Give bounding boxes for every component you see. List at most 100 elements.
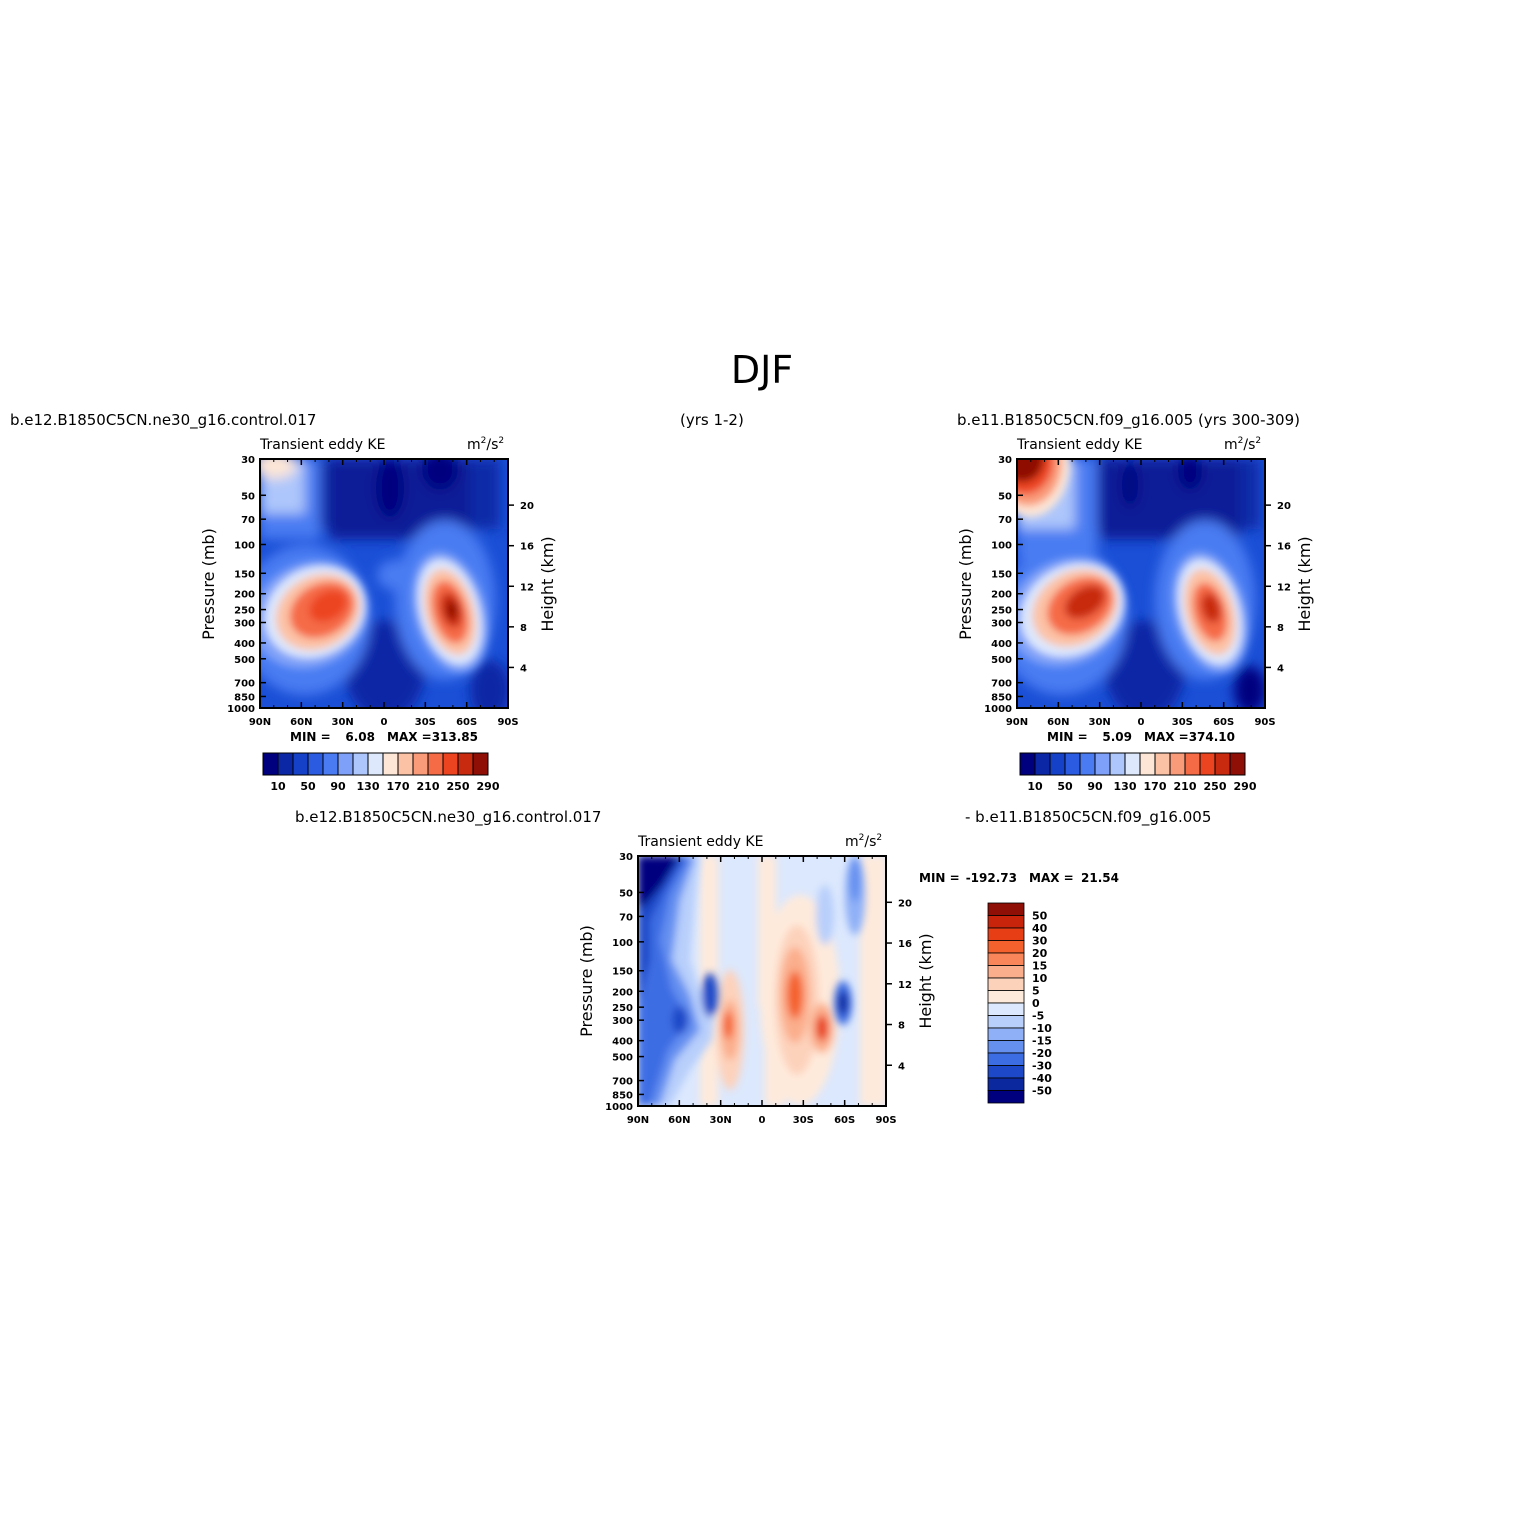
y-tick-label: 250 [612, 1003, 633, 1014]
colorbar-box [262, 752, 279, 776]
y-tick-label: 200 [991, 590, 1012, 601]
colorbar-box [987, 1040, 1025, 1054]
y-tick-label: 700 [234, 679, 255, 690]
panel-diff-case-name: b.e12.B1850C5CN.ne30_g16.control.017 [295, 808, 601, 827]
panel-diff-max-label: MAX = [1029, 871, 1074, 885]
y-tick-label: 500 [234, 655, 255, 666]
x-tick-label: 90S [875, 1115, 896, 1126]
y-tick-label: 850 [234, 692, 255, 703]
y-tick-label: 400 [991, 639, 1012, 650]
x-tick-label: 30S [415, 717, 436, 728]
colorbar-box [292, 752, 309, 776]
x-tick-label: 60S [834, 1115, 855, 1126]
colorbar-label: 10 [1032, 972, 1048, 985]
panel-control-name: b.e11.B1850C5CN.f09_g16.005 (yrs 300-309… [957, 411, 1300, 430]
panel-control-left-title: Transient eddy KE [1016, 437, 1142, 453]
panel-control-axes: 90N 60N 30N 0 30S 60S 90S 30 50 70 100 150 200 250 300… [984, 455, 1291, 728]
panel-case-ylabel: Pressure (mb) [199, 528, 218, 640]
x-tick-label: 30N [332, 717, 354, 728]
y-tick-label: 400 [612, 1037, 633, 1048]
x-tick-label: 90S [1254, 717, 1275, 728]
panel-control-ylabel: Pressure (mb) [956, 528, 975, 640]
height-tick-label: 12 [520, 582, 534, 593]
colorbar-box [427, 752, 444, 776]
colorbar-box [1229, 752, 1246, 776]
colorbar-label: -15 [1032, 1035, 1052, 1048]
x-tick-label: 0 [381, 717, 388, 728]
colorbar-label: -40 [1032, 1072, 1052, 1085]
y-tick-label: 200 [234, 590, 255, 601]
colorbar-label: 210 [417, 780, 440, 793]
height-tick-label: 4 [898, 1061, 905, 1072]
y-tick-label: 850 [991, 692, 1012, 703]
panel-case-name: b.e12.B1850C5CN.ne30_g16.control.017 [10, 411, 316, 430]
panel-control: b.e11.B1850C5CN.f09_g16.005 (yrs 300-309… [956, 411, 1314, 793]
colorbar-label: 20 [1032, 947, 1048, 960]
y-tick-label: 250 [234, 606, 255, 617]
y-tick-label: 70 [998, 515, 1012, 526]
y-tick-label: 30 [998, 455, 1012, 466]
height-tick-label: 8 [1277, 623, 1284, 634]
colorbar-box [987, 1052, 1025, 1066]
panel-control-min-value: 5.09 [1102, 730, 1132, 744]
colorbar-box [1094, 752, 1111, 776]
height-tick-label: 20 [520, 501, 534, 512]
colorbar-box [307, 752, 324, 776]
panel-diff-min-label: MIN = [919, 871, 960, 885]
x-tick-label: 30N [710, 1115, 732, 1126]
y-tick-label: 150 [991, 569, 1012, 580]
y-tick-label: 200 [612, 987, 633, 998]
colorbar-box [397, 752, 414, 776]
colorbar-box [987, 940, 1025, 954]
colorbar-label: 210 [1174, 780, 1197, 793]
height-tick-label: 4 [520, 663, 527, 674]
height-tick-label: 4 [1277, 663, 1284, 674]
panel-control-max-label: MAX = [1144, 730, 1189, 744]
x-tick-label: 30S [793, 1115, 814, 1126]
colorbar-label: 50 [300, 780, 316, 793]
panel-case-contours [260, 459, 508, 708]
x-tick-label: 90N [249, 717, 271, 728]
x-tick-label: 60S [456, 717, 477, 728]
panel-control-y2label: Height (km) [1295, 536, 1314, 631]
colorbar-box [987, 1065, 1025, 1079]
y-tick-label: 150 [612, 967, 633, 978]
panel-case-y2label: Height (km) [538, 536, 557, 631]
colorbar-label: 90 [330, 780, 346, 793]
y-tick-label: 50 [241, 491, 255, 502]
y-tick-label: 50 [998, 491, 1012, 502]
figure-title: DJF [731, 348, 793, 392]
height-tick-label: 12 [1277, 582, 1291, 593]
colorbar-label: 170 [387, 780, 410, 793]
colorbar-box [322, 752, 339, 776]
panel-diff-min-value: -192.73 [966, 871, 1017, 885]
colorbar-box [987, 1015, 1025, 1029]
colorbar-box [1124, 752, 1141, 776]
y-tick-label: 1000 [227, 704, 255, 715]
panel-control-units: m2/s2 [1224, 436, 1261, 453]
colorbar-box [987, 977, 1025, 991]
colorbar-label: 0 [1032, 997, 1040, 1010]
colorbar-box [382, 752, 399, 776]
panel-case-units: m2/s2 [467, 436, 504, 453]
y-tick-label: 100 [612, 938, 633, 949]
height-tick-label: 8 [520, 623, 527, 634]
colorbar-box [1184, 752, 1201, 776]
colorbar-box [1064, 752, 1081, 776]
panel-case-max-value: 313.85 [432, 730, 478, 744]
panel-case-min-value: 6.08 [345, 730, 375, 744]
colorbar-box [987, 952, 1025, 966]
panel-case-years: (yrs 1-2) [680, 411, 744, 429]
colorbar-label: 50 [1032, 910, 1048, 923]
y-tick-label: 50 [619, 888, 633, 899]
panel-case-left-title: Transient eddy KE [259, 437, 385, 453]
y-tick-label: 30 [619, 852, 633, 863]
colorbar-label: 250 [1204, 780, 1227, 793]
panel-diff-axes: 90N 60N 30N 0 30S 60S 90S 30 50 70 100 150 200 250 300… [605, 852, 912, 1126]
colorbar-label: 40 [1032, 922, 1048, 935]
colorbar-box [1139, 752, 1156, 776]
colorbar-box [457, 752, 474, 776]
y-tick-label: 400 [234, 639, 255, 650]
colorbar-box [1019, 752, 1036, 776]
colorbar-box [1034, 752, 1051, 776]
